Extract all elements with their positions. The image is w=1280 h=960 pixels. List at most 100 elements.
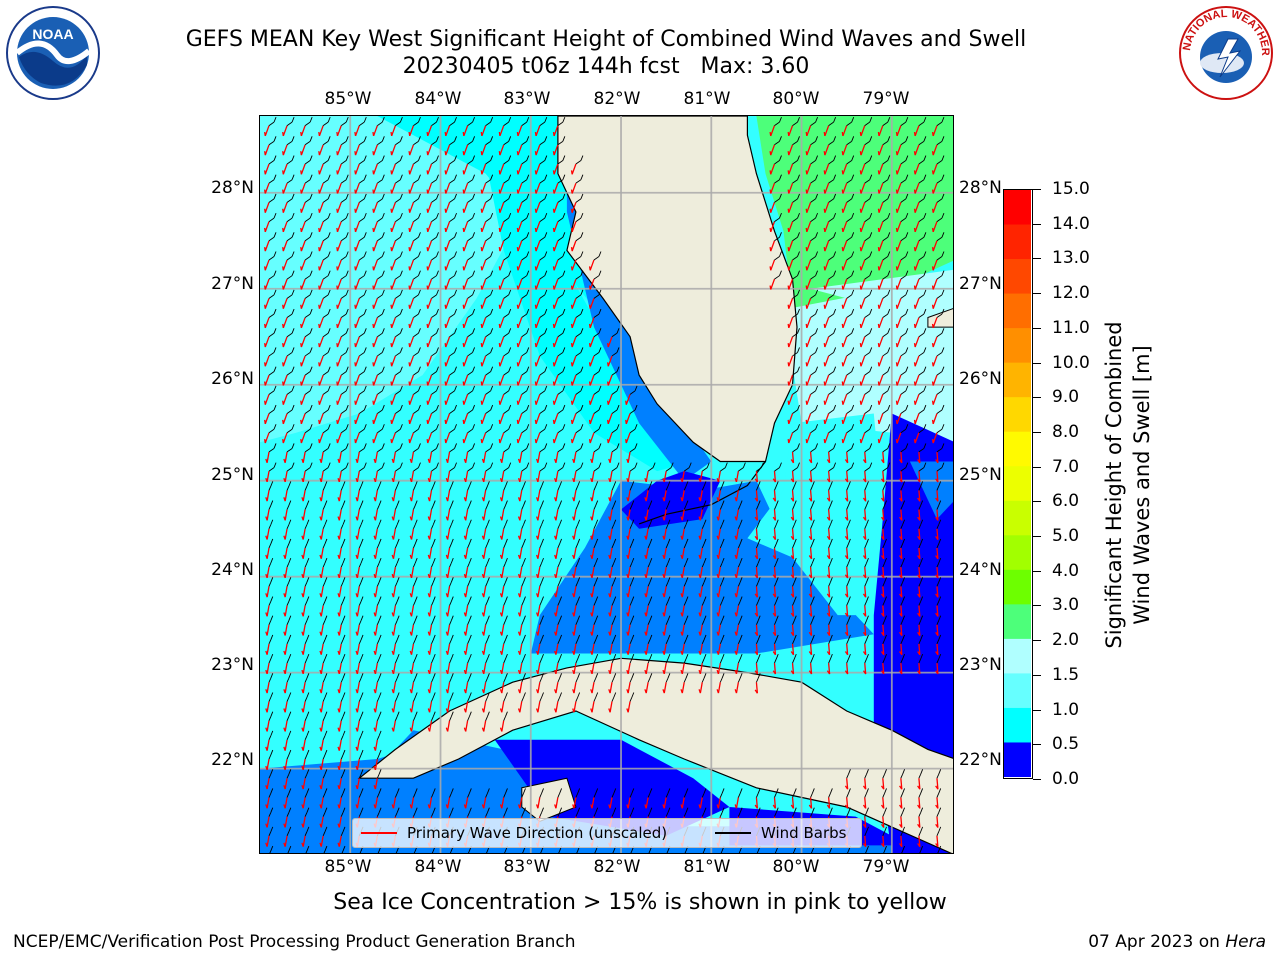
wave-arrow-head xyxy=(841,438,844,444)
wave-arrow-head xyxy=(841,400,844,405)
wave-arrow-head xyxy=(264,323,266,328)
wave-arrow-head xyxy=(409,593,413,598)
wind-barb xyxy=(593,658,597,664)
wave-arrow-head xyxy=(301,823,304,828)
wave-direction-arrow xyxy=(770,182,776,194)
wind-barb xyxy=(683,505,687,510)
wave-arrow-head xyxy=(862,670,867,675)
wave-arrow-head xyxy=(844,785,849,790)
wave-direction-arrow xyxy=(356,624,360,636)
wave-direction-arrow xyxy=(555,682,559,694)
wave-arrow-head xyxy=(444,343,447,348)
wave-direction-arrow xyxy=(936,816,939,828)
wave-arrow-head xyxy=(772,651,776,656)
wind-barb xyxy=(413,428,419,434)
wave-direction-arrow xyxy=(824,394,830,405)
wind-barb xyxy=(286,582,290,587)
wave-direction-arrow xyxy=(882,778,885,790)
wave-arrow-head xyxy=(300,189,303,194)
wave-arrow-head xyxy=(481,497,485,502)
wave-arrow-head xyxy=(481,612,485,617)
wave-arrow-head xyxy=(265,823,268,828)
wave-direction-arrow xyxy=(300,432,306,444)
wind-barb-flag xyxy=(866,788,869,794)
wave-arrow-head xyxy=(844,670,849,675)
wind-barb xyxy=(683,812,687,817)
wave-direction-arrow xyxy=(846,643,849,655)
wind-barb xyxy=(287,850,290,853)
wave-arrow-head xyxy=(318,323,321,328)
wind-barb xyxy=(539,467,546,472)
wind-barb-flag xyxy=(414,788,418,794)
wind-barb-flag xyxy=(414,711,418,717)
wind-barb-flag xyxy=(418,404,421,411)
wind-barb-flag xyxy=(829,519,833,525)
wave-arrow-head xyxy=(499,612,503,617)
wind-barb-flag xyxy=(793,538,797,545)
wave-direction-arrow xyxy=(338,490,342,502)
wave-direction-arrow xyxy=(791,662,795,675)
wind-barb xyxy=(593,582,597,587)
wind-barb-flag xyxy=(721,615,725,621)
wave-direction-arrow xyxy=(282,355,288,367)
wind-barb-flag xyxy=(739,653,743,660)
wave-direction-arrow xyxy=(300,394,306,405)
wind-barb xyxy=(503,294,509,299)
wave-direction-arrow xyxy=(809,490,813,502)
wave-direction-arrow xyxy=(499,413,505,425)
wind-barb-flag xyxy=(739,500,743,506)
wind-barb xyxy=(304,601,308,606)
wave-arrow-head xyxy=(899,497,903,502)
wave-direction-arrow xyxy=(914,144,920,156)
wave-arrow-head xyxy=(626,458,629,463)
wave-direction-arrow xyxy=(519,797,523,809)
wave-arrow-head xyxy=(336,131,339,137)
wind-barb xyxy=(593,562,597,568)
wave-direction-arrow xyxy=(499,182,505,194)
wave-direction-arrow xyxy=(338,528,342,540)
wind-barb xyxy=(810,639,813,645)
wave-direction-arrow xyxy=(936,624,939,636)
wave-direction-arrow xyxy=(354,259,360,271)
wave-arrow-head xyxy=(734,669,738,675)
wave-arrow-head xyxy=(499,497,503,502)
wave-direction-arrow xyxy=(555,470,559,483)
wind-barb-flag xyxy=(797,251,800,257)
wave-arrow-head xyxy=(354,131,357,137)
wave-direction-arrow xyxy=(463,240,469,252)
wave-arrow-head xyxy=(826,804,831,809)
wind-barb xyxy=(521,428,528,434)
wind-barb xyxy=(395,352,401,357)
wind-barb-flag xyxy=(342,481,346,487)
wind-barb-flag xyxy=(490,116,494,123)
wind-barb xyxy=(449,716,452,721)
wind-barb xyxy=(467,678,470,683)
wind-barb-flag xyxy=(562,366,566,372)
wave-direction-arrow xyxy=(914,394,920,405)
wind-barb-flag xyxy=(779,462,782,468)
wind-barb xyxy=(358,582,362,587)
wind-barb xyxy=(359,179,365,184)
wind-barb xyxy=(376,716,380,721)
wind-barb xyxy=(594,850,597,853)
wave-direction-arrow xyxy=(627,701,631,713)
wave-arrow-head xyxy=(931,304,934,309)
wind-barb-flag xyxy=(541,500,544,506)
wind-barb-flag xyxy=(920,481,924,487)
wind-barb-flag xyxy=(577,673,581,679)
wind-barb-flag xyxy=(454,366,457,372)
wind-barb-flag xyxy=(291,174,295,180)
wind-barb-flag xyxy=(923,232,927,238)
wave-arrow-head xyxy=(862,555,867,560)
wind-barb-flag xyxy=(363,404,367,411)
wind-barb-flag xyxy=(938,519,942,525)
wave-direction-arrow xyxy=(318,182,324,194)
wind-barb-flag xyxy=(797,232,800,238)
wind-barb-flag xyxy=(273,155,277,161)
wind-barb-flag xyxy=(526,155,530,161)
wind-barb-flag xyxy=(887,174,891,180)
wave-direction-arrow xyxy=(918,797,921,809)
wave-arrow-head xyxy=(790,651,795,656)
wind-barb xyxy=(864,236,870,242)
wind-barb-flag xyxy=(436,328,439,334)
